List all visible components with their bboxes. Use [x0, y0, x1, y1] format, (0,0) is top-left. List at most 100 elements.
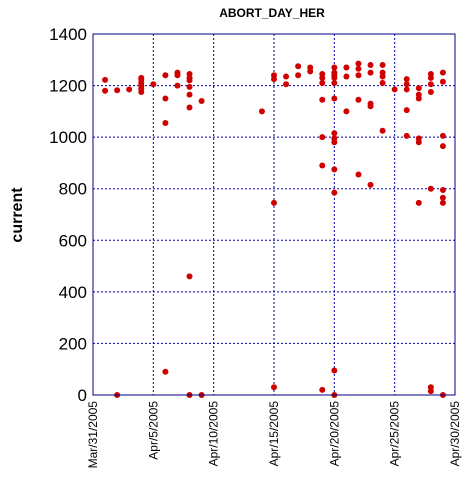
data-point: [186, 77, 193, 84]
data-point: [295, 63, 302, 70]
y-tick-label: 0: [78, 386, 87, 405]
data-point: [379, 79, 386, 86]
data-point: [295, 72, 302, 79]
data-point: [343, 108, 350, 115]
data-point: [186, 104, 193, 111]
data-point: [343, 73, 350, 80]
x-tick-label: Apr/5/2005: [146, 401, 160, 460]
data-point: [379, 127, 386, 134]
data-point: [403, 86, 410, 93]
data-point: [331, 139, 338, 146]
x-tick-label: Apr/20/2005: [327, 401, 341, 467]
data-point: [427, 74, 434, 81]
data-point: [331, 74, 338, 81]
y-tick-label: 600: [59, 231, 87, 250]
data-point: [415, 95, 422, 102]
data-point: [162, 119, 169, 126]
data-point: [439, 132, 446, 139]
data-point: [427, 185, 434, 192]
data-point: [427, 89, 434, 96]
data-points: [102, 60, 446, 398]
data-point: [319, 96, 326, 103]
data-point: [355, 96, 362, 103]
y-tick-label: 1200: [49, 77, 87, 96]
grid-lines: [93, 34, 455, 395]
data-point: [319, 74, 326, 81]
data-point: [403, 132, 410, 139]
data-point: [427, 388, 434, 395]
data-point: [162, 95, 169, 102]
data-point: [439, 143, 446, 150]
data-point: [343, 64, 350, 71]
data-point: [271, 384, 277, 391]
x-tick-label: Mar/31/2005: [86, 401, 100, 469]
data-point: [439, 78, 446, 85]
data-point: [307, 68, 314, 75]
y-tick-label: 800: [59, 180, 87, 199]
data-point: [331, 95, 338, 102]
x-tick-label: Apr/25/2005: [388, 401, 402, 467]
data-point: [271, 76, 277, 83]
data-point: [331, 367, 338, 374]
data-point: [331, 166, 338, 173]
data-point: [379, 61, 386, 68]
data-point: [319, 162, 326, 169]
x-tick-label: Apr/30/2005: [448, 401, 462, 467]
data-point: [138, 74, 145, 81]
data-point: [102, 76, 109, 83]
data-point: [150, 81, 157, 88]
data-point: [367, 69, 374, 76]
data-point: [319, 386, 326, 393]
data-point: [162, 368, 169, 375]
data-point: [283, 73, 290, 80]
axis-ticks: 0 200 400 600 800 1000 1200 1400 Mar/31/2005 Apr/…: [49, 25, 462, 468]
chart-title: ABORT_DAY_HER: [219, 6, 325, 20]
data-point: [186, 91, 193, 98]
data-point: [355, 65, 362, 72]
data-point: [439, 199, 446, 206]
data-point: [439, 69, 446, 76]
data-point: [355, 72, 362, 79]
data-point: [271, 199, 277, 206]
plot-frame: [92, 33, 456, 396]
y-tick-label: 1400: [49, 25, 87, 44]
data-point: [331, 79, 338, 86]
data-point: [186, 83, 193, 90]
data-point: [319, 134, 326, 141]
data-point: [427, 81, 434, 88]
data-point: [415, 199, 422, 206]
data-point: [283, 81, 290, 88]
data-point: [258, 108, 265, 115]
y-tick-label: 400: [59, 283, 87, 302]
data-point: [186, 273, 193, 280]
data-point: [174, 69, 181, 76]
data-point: [174, 82, 181, 89]
data-point: [162, 72, 169, 79]
data-point: [403, 76, 410, 83]
data-point: [331, 130, 338, 137]
y-tick-label: 1000: [49, 128, 87, 147]
data-point: [331, 64, 338, 71]
data-point: [415, 139, 422, 146]
data-point: [126, 86, 133, 93]
data-point: [367, 103, 374, 110]
data-point: [355, 60, 362, 67]
y-tick-label: 200: [59, 334, 87, 353]
data-point: [355, 171, 362, 178]
data-point: [367, 61, 374, 68]
data-point: [331, 189, 338, 196]
data-point: [439, 194, 446, 201]
data-point: [403, 81, 410, 88]
data-point: [198, 98, 205, 105]
data-point: [403, 107, 410, 114]
x-tick-label: Apr/15/2005: [267, 401, 281, 467]
x-tick-label: Apr/10/2005: [207, 401, 221, 467]
data-point: [391, 86, 398, 93]
data-point: [367, 181, 374, 188]
data-point: [102, 87, 109, 94]
data-point: [379, 73, 386, 80]
data-point: [439, 187, 446, 194]
data-point: [114, 87, 121, 94]
data-point: [415, 85, 422, 92]
